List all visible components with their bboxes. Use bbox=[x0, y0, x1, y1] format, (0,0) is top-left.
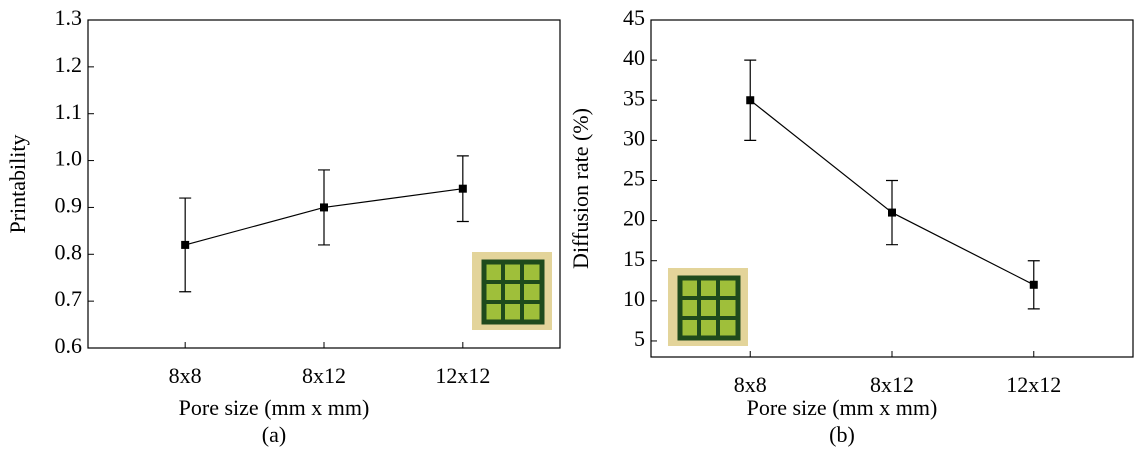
x-tick-label: 8x12 bbox=[870, 372, 914, 397]
y-tick-label: 0.6 bbox=[55, 333, 83, 358]
y-tick-label: 0.7 bbox=[55, 286, 83, 311]
x-axis-label: Pore size (mm x mm) bbox=[747, 395, 938, 420]
y-tick-label: 0.8 bbox=[55, 239, 83, 264]
y-tick-label: 30 bbox=[623, 125, 645, 150]
inset-photo bbox=[668, 268, 748, 346]
caption: (b) bbox=[829, 422, 855, 447]
y-axis-label: Diffusion rate (%) bbox=[568, 108, 593, 269]
caption: (a) bbox=[262, 422, 286, 447]
x-tick-label: 8x8 bbox=[169, 363, 202, 388]
y-tick-label: 1.1 bbox=[55, 99, 83, 124]
y-tick-label: 40 bbox=[623, 45, 645, 70]
x-tick-label: 12x12 bbox=[1006, 372, 1061, 397]
y-tick-label: 1.0 bbox=[55, 146, 83, 171]
y-axis-label: Printability bbox=[5, 135, 30, 234]
figure: Diffusion rate (%)(b)Pore size (mm x mm)… bbox=[0, 0, 1138, 453]
y-tick-label: 5 bbox=[634, 326, 645, 351]
y-tick-label: 10 bbox=[623, 286, 645, 311]
y-tick-label: 20 bbox=[623, 206, 645, 231]
x-tick-label: 12x12 bbox=[435, 363, 490, 388]
inset-photo bbox=[472, 252, 552, 330]
x-axis-label: Pore size (mm x mm) bbox=[179, 395, 370, 420]
y-tick-label: 15 bbox=[623, 246, 645, 271]
y-tick-label: 1.2 bbox=[55, 52, 83, 77]
y-tick-label: 1.3 bbox=[55, 5, 83, 30]
y-tick-label: 45 bbox=[623, 5, 645, 30]
x-tick-label: 8x12 bbox=[302, 363, 346, 388]
y-tick-label: 35 bbox=[623, 85, 645, 110]
x-tick-label: 8x8 bbox=[734, 372, 767, 397]
y-tick-label: 25 bbox=[623, 166, 645, 191]
y-tick-label: 0.9 bbox=[55, 192, 83, 217]
